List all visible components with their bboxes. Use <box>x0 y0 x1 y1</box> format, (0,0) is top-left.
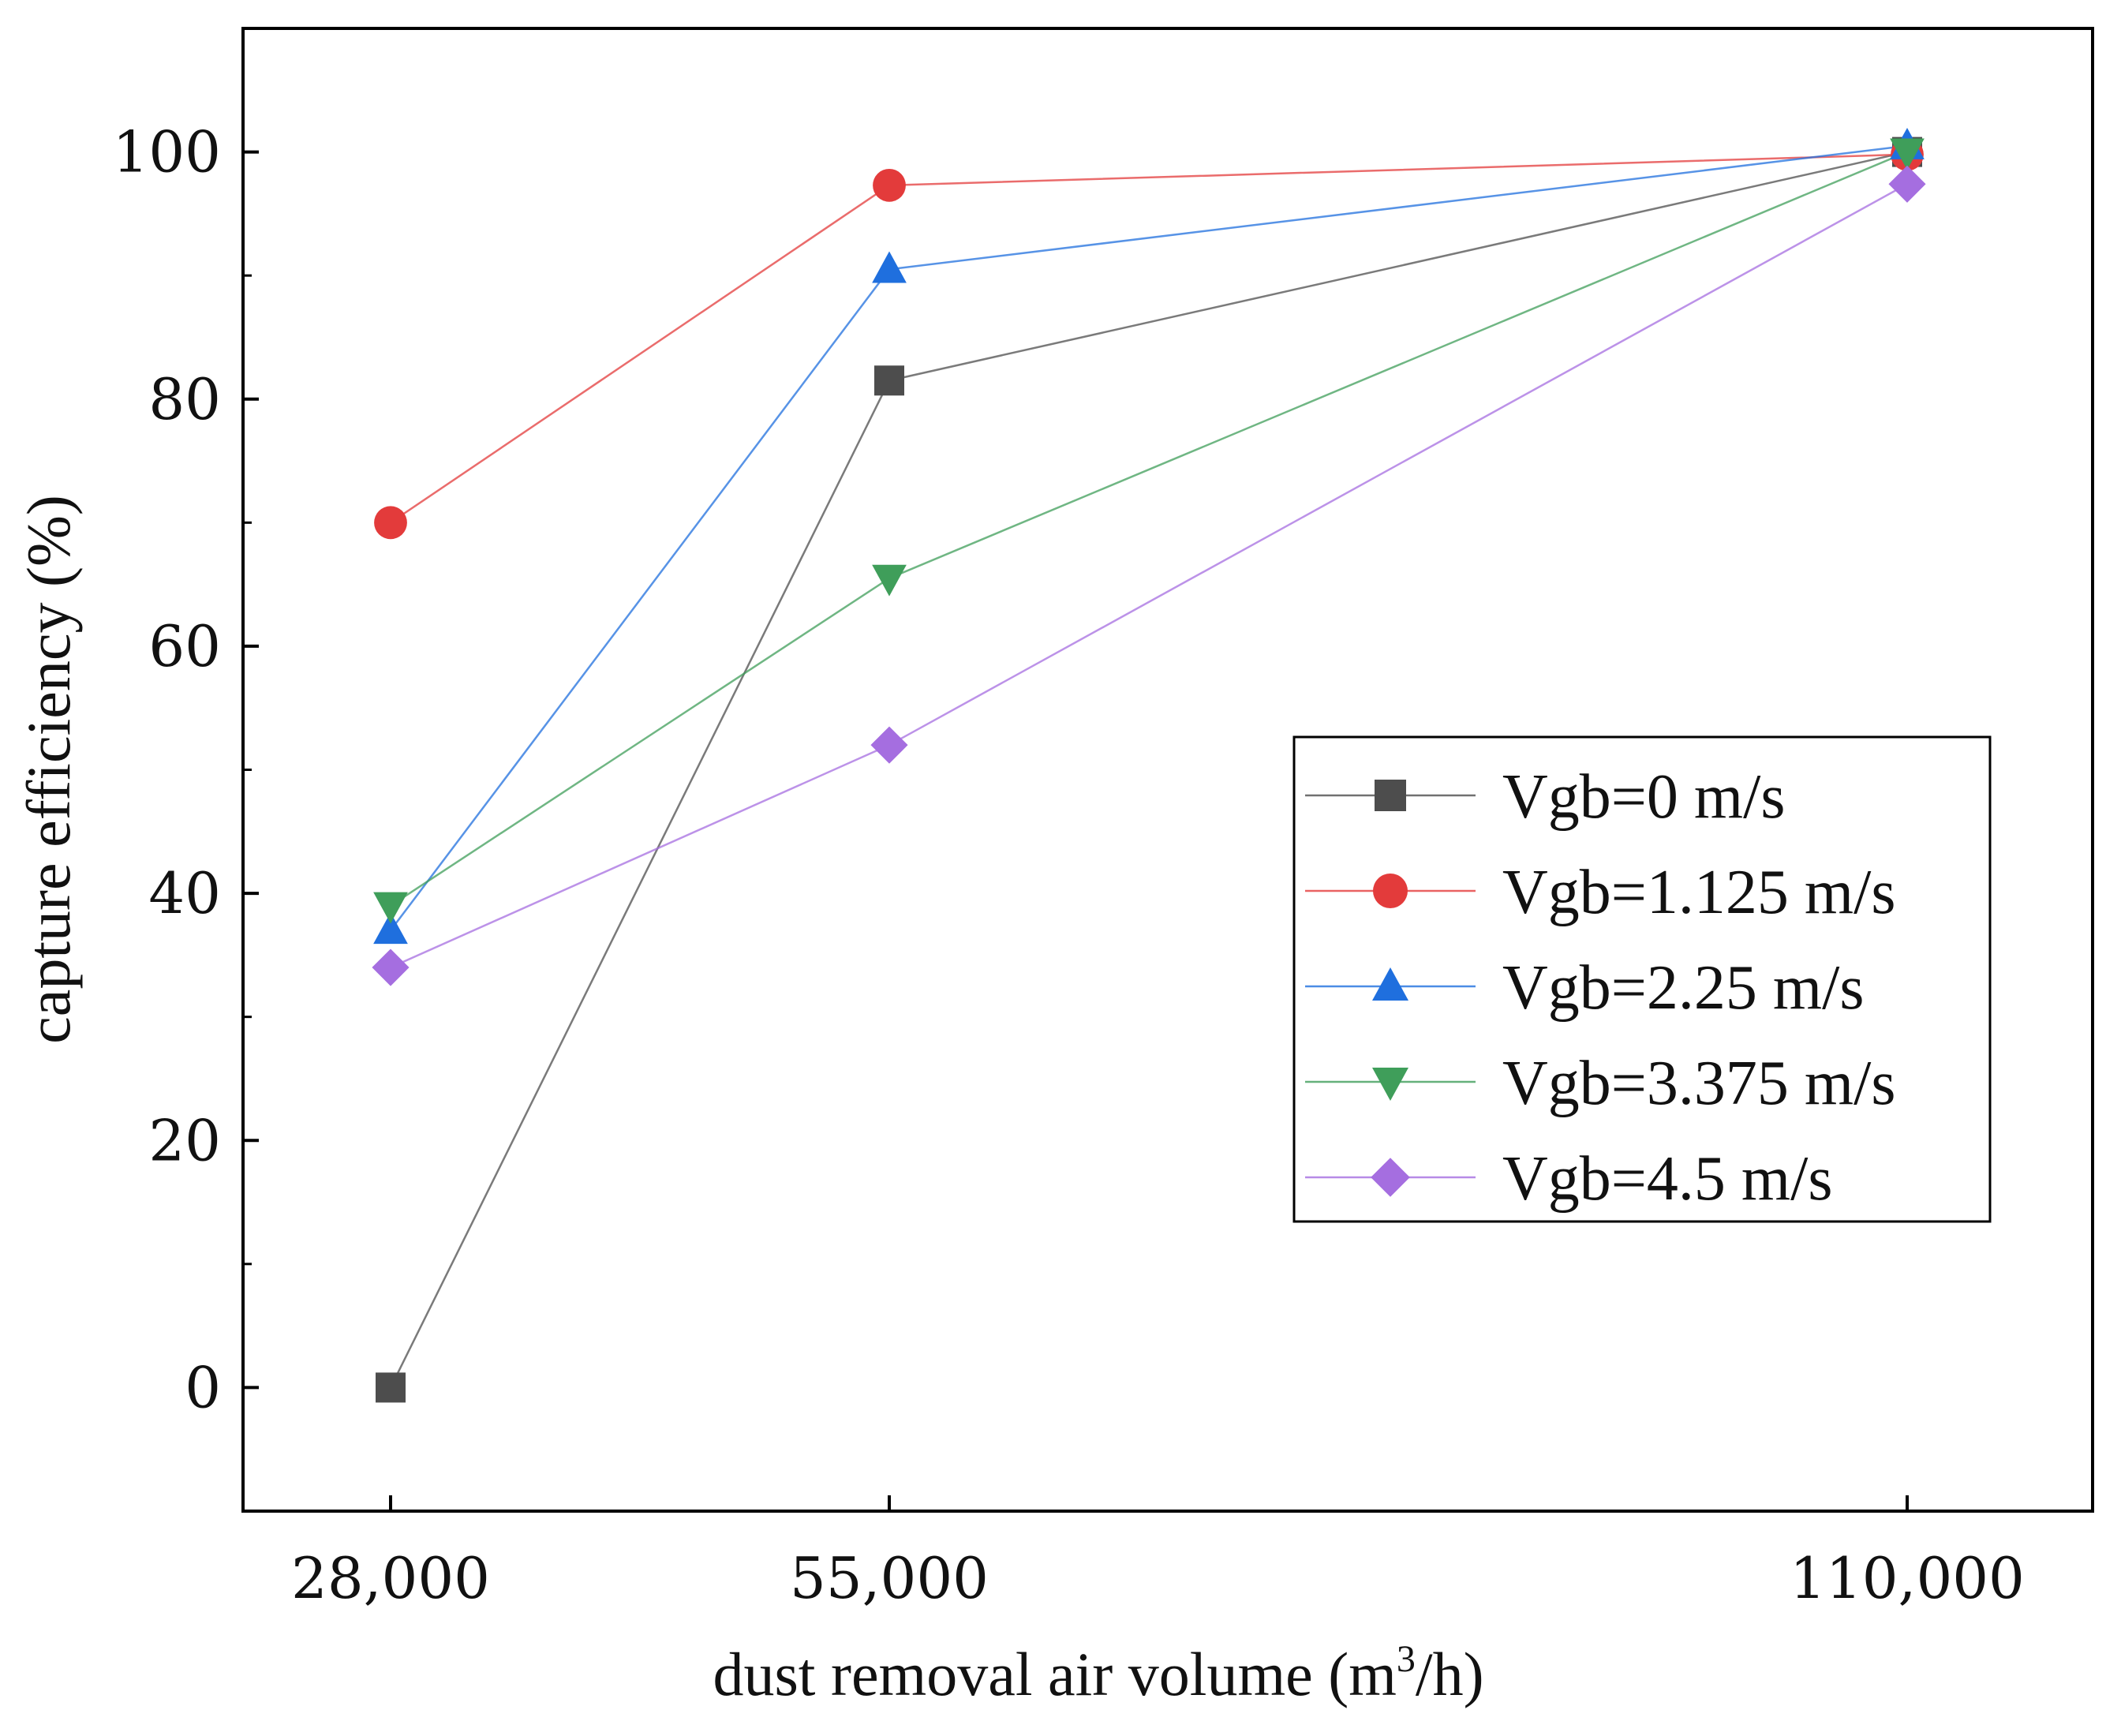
x-axis-label-superscript: 3 <box>1397 1638 1416 1680</box>
axes: 0 20 40 60 80 100 28,000 55,000 110,000 <box>113 27 2094 1611</box>
y-tick-label: 0 <box>185 1354 221 1420</box>
legend-item: Vgb=4.5 m/s <box>1305 1144 1832 1214</box>
data-point <box>1373 874 1408 908</box>
data-point <box>872 564 907 597</box>
data-point <box>1890 138 1925 170</box>
legend-label: Vgb=1.125 m/s <box>1502 858 1895 927</box>
y-tick-label: 40 <box>148 860 221 926</box>
data-point <box>1372 1068 1408 1101</box>
y-tick-label: 100 <box>113 119 221 185</box>
legend-label: Vgb=2.25 m/s <box>1502 953 1864 1023</box>
legend-item: Vgb=3.375 m/s <box>1305 1049 1895 1118</box>
data-point <box>1888 165 1926 203</box>
data-point <box>874 365 904 396</box>
legend-label: Vgb=0 m/s <box>1502 762 1785 832</box>
x-axis-label: dust removal air volume (m3/h) <box>713 1638 1483 1708</box>
plot-markers <box>372 127 1926 1403</box>
data-point <box>1371 1158 1410 1197</box>
y-tick-label: 20 <box>148 1107 221 1173</box>
data-point <box>1372 967 1408 1001</box>
legend-item: Vgb=2.25 m/s <box>1305 953 1864 1023</box>
data-point <box>372 948 410 986</box>
y-tick-label: 80 <box>148 366 221 432</box>
legend-item: Vgb=0 m/s <box>1305 762 1785 832</box>
x-tick-label: 28,000 <box>291 1545 490 1611</box>
legend-box <box>1292 735 1992 1223</box>
data-point <box>374 506 407 540</box>
x-tick-label: 55,000 <box>790 1545 989 1611</box>
x-axis-label-prefix: dust removal air volume (m <box>713 1640 1396 1708</box>
data-point <box>873 168 906 202</box>
y-axis-label: capture efficiency (%) <box>14 495 83 1044</box>
legend-label: Vgb=4.5 m/s <box>1502 1144 1832 1214</box>
legend-item: Vgb=1.125 m/s <box>1305 858 1895 927</box>
data-point <box>870 726 908 764</box>
x-axis-label-suffix: /h) <box>1416 1640 1484 1708</box>
data-point <box>373 892 408 924</box>
x-tick-label: 110,000 <box>1790 1545 2025 1611</box>
y-tick-label: 60 <box>148 613 221 679</box>
series-line-1 <box>390 153 1908 524</box>
legend-label: Vgb=3.375 m/s <box>1502 1049 1895 1118</box>
data-point <box>872 251 907 283</box>
data-point <box>373 912 408 945</box>
data-point <box>376 1372 406 1403</box>
data-point <box>1375 780 1406 811</box>
legend: Vgb=0 m/s Vgb=1.125 m/s Vgb=2.25 m/s Vgb=3.… <box>1292 735 1992 1223</box>
